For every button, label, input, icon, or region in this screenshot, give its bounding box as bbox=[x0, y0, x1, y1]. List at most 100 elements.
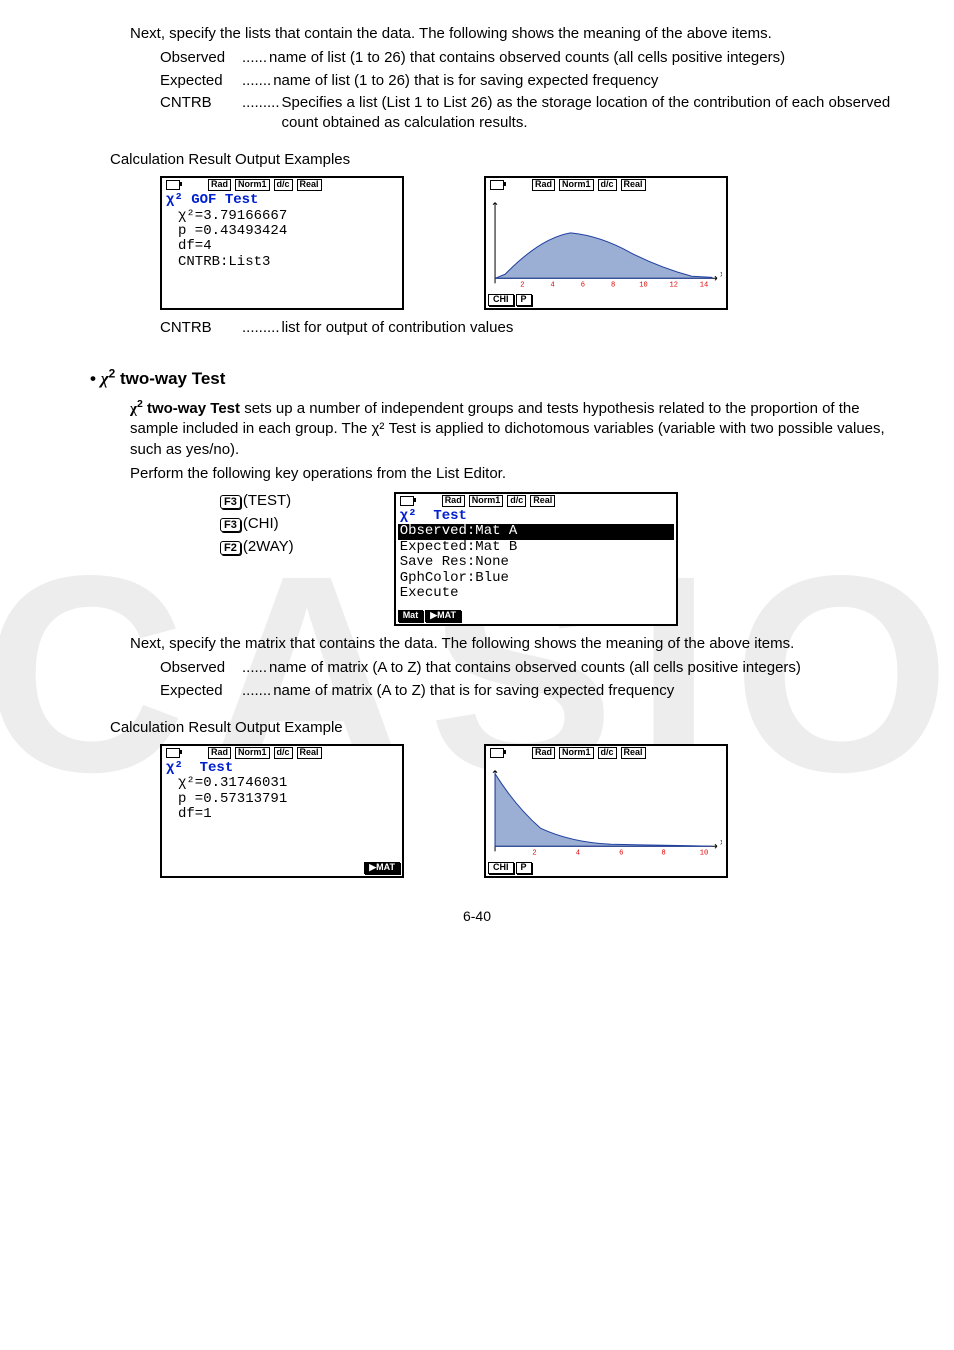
definition-list-1: Observed ...... name of list (1 to 26) t… bbox=[160, 48, 894, 133]
chi-symbol: χ² bbox=[166, 760, 183, 776]
key-op: F3(TEST) bbox=[220, 492, 294, 509]
intro-paragraph-1: Next, specify the lists that contain the… bbox=[130, 24, 894, 44]
definition-cntrb-output: CNTRB ......... list for output of contr… bbox=[160, 318, 894, 338]
calc-screen-gof-graph: Rad Norm1 d/c Real x 246 8101214 bbox=[484, 176, 728, 310]
calc-screen-twoway-result: Rad Norm1 d/c Real χ² Test χ²=0.31746031… bbox=[160, 744, 404, 878]
setup-line: GphColor:Blue bbox=[400, 571, 676, 586]
def-cntrb-out: CNTRB ......... list for output of contr… bbox=[160, 318, 894, 338]
status-tag: Real bbox=[530, 495, 555, 507]
page-content: Next, specify the lists that contain the… bbox=[0, 0, 954, 954]
bullet: • bbox=[90, 369, 96, 388]
result-line: χ²=0.31746031 bbox=[178, 776, 402, 791]
status-tag: d/c bbox=[507, 495, 526, 507]
key-op-list: F3(TEST) F3(CHI) F2(2WAY) bbox=[220, 492, 294, 626]
softkey-chi[interactable]: CHI bbox=[488, 294, 514, 306]
svg-text:x: x bbox=[720, 271, 722, 280]
graph-area: x 246 810 bbox=[490, 764, 722, 858]
chi-symbol: χ² bbox=[166, 192, 183, 208]
status-tag: Rad bbox=[208, 747, 231, 759]
def-desc: name of list (1 to 26) that is for savin… bbox=[273, 71, 894, 91]
key-operations-row: F3(TEST) F3(CHI) F2(2WAY) Rad Norm1 d/c … bbox=[220, 492, 894, 626]
result-line: p =0.43493424 bbox=[178, 224, 402, 239]
status-bar: Rad Norm1 d/c Real bbox=[162, 178, 402, 193]
result-line: p =0.57313791 bbox=[178, 792, 402, 807]
key-label: (CHI) bbox=[243, 515, 279, 532]
graph-area: x 246 8101214 bbox=[490, 196, 722, 290]
svg-text:8: 8 bbox=[661, 849, 665, 857]
def-dots: ....... bbox=[240, 71, 273, 91]
status-bar: Rad Norm1 d/c Real bbox=[486, 178, 726, 193]
calc-title: χ² GOF Test bbox=[162, 193, 402, 208]
def-desc: name of matrix (A to Z) that is for savi… bbox=[273, 681, 894, 701]
calc-screen-twoway-setup: Rad Norm1 d/c Real χ² Test Observed:Mat … bbox=[394, 492, 678, 626]
def-cntrb: CNTRB ......... Specifies a list (List 1… bbox=[160, 93, 894, 134]
def-dots: ....... bbox=[240, 681, 273, 701]
page-number: 6-40 bbox=[60, 908, 894, 924]
status-tag: Norm1 bbox=[559, 747, 594, 759]
key-f3[interactable]: F3 bbox=[220, 518, 241, 532]
def-desc: Specifies a list (List 1 to List 26) as … bbox=[282, 93, 894, 134]
status-tag: d/c bbox=[598, 747, 617, 759]
key-label: (TEST) bbox=[243, 492, 291, 509]
screenshot-row-1: Rad Norm1 d/c Real χ² GOF Test χ²=3.7916… bbox=[160, 176, 894, 310]
calc-title: χ² Test bbox=[396, 509, 676, 524]
result-line: CNTRB:List3 bbox=[178, 255, 402, 270]
status-tag: Rad bbox=[532, 179, 555, 191]
setup-line: Save Res:None bbox=[400, 555, 676, 570]
def-expected: Expected ....... name of matrix (A to Z)… bbox=[160, 681, 894, 701]
def-term: Expected bbox=[160, 681, 240, 701]
key-f3[interactable]: F3 bbox=[220, 495, 241, 509]
def-observed: Observed ...... name of matrix (A to Z) … bbox=[160, 658, 894, 678]
svg-text:14: 14 bbox=[700, 282, 708, 290]
def-term: Observed bbox=[160, 48, 240, 68]
highlighted-line[interactable]: Observed:Mat A bbox=[396, 524, 676, 539]
intro-paragraph-2: Next, specify the matrix that contains t… bbox=[130, 634, 894, 654]
svg-text:2: 2 bbox=[520, 282, 524, 290]
key-f2[interactable]: F2 bbox=[220, 541, 241, 555]
svg-text:6: 6 bbox=[619, 849, 623, 857]
calc-result-heading-1: Calculation Result Output Examples bbox=[110, 151, 894, 168]
status-bar: Rad Norm1 d/c Real bbox=[486, 746, 726, 761]
def-expected: Expected ....... name of list (1 to 26) … bbox=[160, 71, 894, 91]
softkey-bar: ▶MAT bbox=[364, 862, 400, 874]
status-tag: Rad bbox=[532, 747, 555, 759]
section-two-way-heading: • χ2 two-way Test bbox=[90, 367, 894, 390]
title-text: GOF Test bbox=[191, 192, 258, 208]
softkey-p[interactable]: P bbox=[516, 862, 532, 874]
def-desc: name of matrix (A to Z) that contains ob… bbox=[269, 658, 894, 678]
calc-result-heading-2: Calculation Result Output Example bbox=[110, 719, 894, 736]
softkey-tomat[interactable]: ▶MAT bbox=[364, 862, 400, 874]
softkey-tomat[interactable]: ▶MAT bbox=[425, 610, 461, 622]
svg-text:6: 6 bbox=[581, 282, 585, 290]
softkey-mat[interactable]: Mat bbox=[398, 610, 424, 622]
status-bar: Rad Norm1 d/c Real bbox=[162, 746, 402, 761]
softkey-p[interactable]: P bbox=[516, 294, 532, 306]
result-line: χ²=3.79166667 bbox=[178, 209, 402, 224]
svg-text:10: 10 bbox=[700, 849, 708, 857]
svg-text:12: 12 bbox=[670, 282, 678, 290]
status-tag: Norm1 bbox=[235, 179, 270, 191]
battery-icon bbox=[490, 748, 504, 758]
key-label: (2WAY) bbox=[243, 538, 294, 555]
screenshot-row-2: Rad Norm1 d/c Real χ² Test χ²=0.31746031… bbox=[160, 744, 894, 878]
heading-text: two-way Test bbox=[115, 369, 225, 388]
def-dots: ...... bbox=[240, 658, 269, 678]
softkey-bar: Mat ▶MAT bbox=[398, 610, 461, 622]
two-way-description: χ2 two-way Test sets up a number of inde… bbox=[130, 397, 894, 460]
status-tag: Real bbox=[297, 179, 322, 191]
status-bar: Rad Norm1 d/c Real bbox=[396, 494, 676, 509]
status-tag: Rad bbox=[208, 179, 231, 191]
status-tag: Real bbox=[621, 179, 646, 191]
svg-text:4: 4 bbox=[576, 849, 580, 857]
calc-screen-twoway-graph: Rad Norm1 d/c Real x 246 810 bbox=[484, 744, 728, 878]
def-term: Expected bbox=[160, 71, 240, 91]
bold-text: two-way Test bbox=[143, 400, 240, 417]
desc-text: sets up a number of independent groups a… bbox=[130, 400, 885, 458]
calc-body: χ²=0.31746031 p =0.57313791 df=1 bbox=[162, 776, 402, 822]
setup-lines: Expected:Mat B Save Res:None GphColor:Bl… bbox=[396, 540, 676, 602]
battery-icon bbox=[490, 180, 504, 190]
softkey-chi[interactable]: CHI bbox=[488, 862, 514, 874]
svg-text:10: 10 bbox=[639, 282, 647, 290]
svg-text:x: x bbox=[720, 838, 722, 847]
def-dots: ...... bbox=[240, 48, 269, 68]
